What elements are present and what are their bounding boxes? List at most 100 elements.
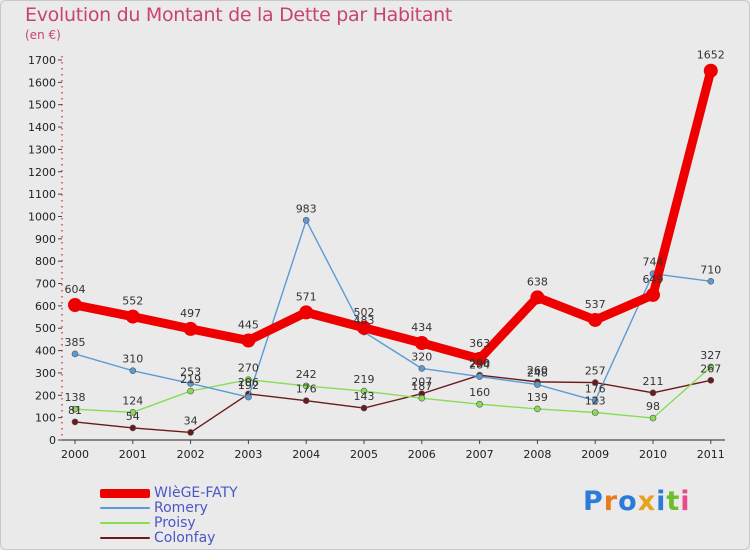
data-point <box>534 405 541 413</box>
logo-letter: t <box>666 486 681 517</box>
data-point <box>129 367 137 375</box>
x-tick-label: 2000 <box>61 448 89 461</box>
data-label: 604 <box>65 283 86 296</box>
series-line <box>74 374 712 434</box>
x-tick-label: 2011 <box>697 448 725 461</box>
x-tick-label: 2006 <box>408 448 436 461</box>
y-tick-label: 1300 <box>28 143 56 156</box>
legend-item: WIèGE-FATY <box>100 485 238 501</box>
data-point <box>302 397 310 404</box>
x-tick-label: 2010 <box>639 448 667 461</box>
y-tick-label: 200 <box>35 389 56 402</box>
data-point <box>646 287 660 302</box>
y-tick-label: 1400 <box>28 121 56 134</box>
legend-item: Romery <box>100 500 208 516</box>
x-tick-label: 2003 <box>234 448 262 461</box>
data-point <box>707 377 715 384</box>
x-tick-label: 2008 <box>523 448 551 461</box>
data-point <box>591 379 599 386</box>
data-label: 434 <box>411 321 432 334</box>
data-point <box>707 363 715 371</box>
y-tick-label: 600 <box>35 300 56 313</box>
y-tick-label: 1000 <box>28 210 56 223</box>
legend-swatch <box>100 507 150 509</box>
y-tick-label: 400 <box>35 345 56 358</box>
data-label: 253 <box>180 365 201 378</box>
data-point <box>649 414 657 422</box>
data-point <box>534 381 541 388</box>
legend-swatch <box>100 537 150 539</box>
data-label: 219 <box>354 373 375 386</box>
y-tick-label: 500 <box>35 322 56 335</box>
data-point <box>476 373 483 380</box>
data-point <box>245 376 252 383</box>
y-tick-label: 300 <box>35 367 56 380</box>
logo-letter: i <box>680 486 691 517</box>
data-point <box>129 408 137 416</box>
series-line <box>74 366 712 419</box>
chart-title: Evolution du Montant de la Dette par Hab… <box>25 4 453 26</box>
data-label: 34 <box>184 414 198 427</box>
data-point <box>187 387 194 395</box>
y-tick-label: 1500 <box>28 99 56 112</box>
data-label: 176 <box>296 383 317 396</box>
data-label: 98 <box>646 400 660 413</box>
data-label: 192 <box>238 379 259 392</box>
data-point <box>183 321 198 336</box>
data-point <box>129 424 137 432</box>
legend-item: Colonfay <box>100 530 215 546</box>
logo-letter: i <box>656 486 667 517</box>
data-point <box>71 350 79 358</box>
data-label: 211 <box>643 375 664 388</box>
data-point <box>125 309 140 324</box>
x-tick-label: 2009 <box>581 448 609 461</box>
data-point <box>530 290 545 305</box>
data-label: 187 <box>411 380 432 393</box>
data-point <box>703 63 718 78</box>
data-point <box>588 312 603 327</box>
logo-letter: r <box>603 486 619 517</box>
data-point <box>299 305 314 320</box>
y-tick-label: 100 <box>35 412 56 425</box>
data-point <box>302 382 310 390</box>
data-point <box>71 405 79 413</box>
data-point <box>357 320 371 335</box>
data-label: 176 <box>585 383 606 396</box>
data-point <box>302 216 310 224</box>
logo-letter: o <box>618 486 638 517</box>
data-point <box>245 393 252 401</box>
data-label: 54 <box>126 410 140 423</box>
data-point <box>591 397 599 404</box>
legend-swatch <box>100 522 150 524</box>
y-tick-label: 700 <box>35 278 56 291</box>
data-label: 138 <box>65 391 86 404</box>
data-label: 267 <box>700 362 721 375</box>
legend-label: WIèGE-FATY <box>154 485 238 501</box>
series-line <box>70 66 716 364</box>
x-tick-label: 2004 <box>292 448 320 461</box>
data-label: 219 <box>180 373 201 386</box>
data-label: 139 <box>527 391 548 404</box>
data-label: 983 <box>296 202 317 215</box>
data-label: 1652 <box>697 49 725 62</box>
y-tick-label: 1100 <box>28 188 56 201</box>
data-label: 310 <box>122 353 143 366</box>
data-point <box>707 277 715 285</box>
data-point <box>360 387 368 395</box>
data-label: 124 <box>122 394 143 407</box>
data-point <box>187 429 194 436</box>
data-label: 649 <box>643 273 664 286</box>
y-tick-label: 900 <box>35 233 56 246</box>
data-point <box>591 409 599 416</box>
y-tick-label: 1600 <box>28 76 56 89</box>
data-label: 270 <box>238 362 259 375</box>
proxiti-logo: Proxiti <box>583 486 691 517</box>
data-label: 290 <box>469 357 490 370</box>
data-label: 483 <box>354 314 375 327</box>
chart-subtitle: (en €) <box>25 28 61 42</box>
data-label: 257 <box>585 365 606 378</box>
data-label: 242 <box>296 368 317 381</box>
logo-letter: P <box>583 486 604 517</box>
data-label: 260 <box>527 364 548 377</box>
